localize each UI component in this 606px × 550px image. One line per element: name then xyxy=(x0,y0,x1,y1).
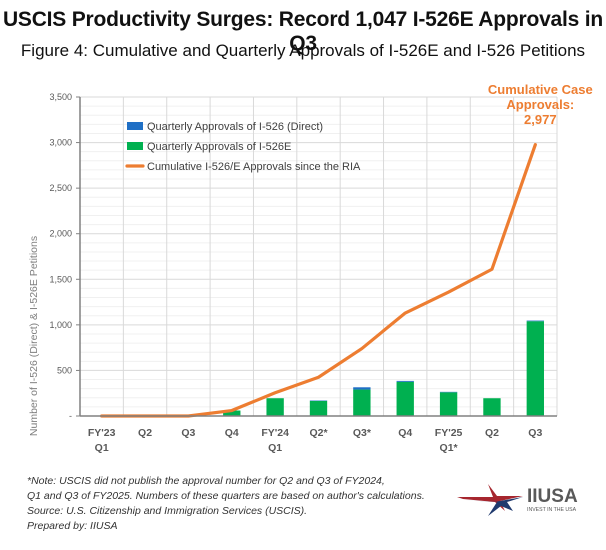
axes xyxy=(76,96,557,417)
bar-i526e xyxy=(483,398,501,416)
legend-label: Quarterly Approvals of I-526E xyxy=(147,141,291,153)
x-tick-label: Q1 xyxy=(95,442,109,454)
legend-label: Cumulative I-526/E Approvals since the R… xyxy=(147,161,361,173)
bar-i526-direct xyxy=(353,387,371,390)
footer-prepared-by: Prepared by: IIUSA xyxy=(27,520,118,532)
x-tick-label: FY'24 xyxy=(261,427,289,439)
y-tick-label: - xyxy=(69,411,72,421)
bar-i526e xyxy=(396,381,414,416)
footer-note: *Note: USCIS did not publish the approva… xyxy=(27,475,385,487)
bar-i526-direct xyxy=(526,320,544,322)
x-tick-label: Q3 xyxy=(181,427,195,439)
logo-name: IIUSA xyxy=(527,486,578,507)
y-tick-label: 2,500 xyxy=(49,183,72,193)
logo-star-red xyxy=(457,484,523,511)
x-tick-label: Q3* xyxy=(353,427,372,439)
chart: - 500 1,000 1,500 2,000 2,500 3,000 3,500 FY'23… xyxy=(28,82,593,454)
annotation-text: Cumulative Case xyxy=(488,82,593,97)
footer-source: Source: U.S. Citizenship and Immigration… xyxy=(27,505,308,517)
y-tick-label: 500 xyxy=(57,365,72,375)
bar-i526e xyxy=(309,400,328,416)
x-tick-label: Q1* xyxy=(440,442,459,454)
x-tick-label: Q3 xyxy=(528,427,542,439)
y-axis-label: Number of I-526 (Direct) & I-526E Petiti… xyxy=(28,236,40,436)
bar-i526-direct xyxy=(396,380,414,382)
x-tick-label: Q2* xyxy=(309,427,328,439)
legend: Quarterly Approvals of I-526 (Direct) Qua… xyxy=(125,121,361,173)
x-tick-label: FY'23 xyxy=(88,427,116,439)
x-tick-labels: FY'23 Q1 Q2 Q3 Q4 FY'24 Q1 Q2* Q3* Q4 FY'25 Q1* Q2 Q3 xyxy=(88,427,543,454)
x-tick-label: Q2 xyxy=(138,427,152,439)
y-tick-label: 1,000 xyxy=(49,320,72,330)
iiusa-logo: IIUSA INVEST IN THE USA xyxy=(457,484,578,516)
annotation-text: Approvals: xyxy=(506,97,574,112)
legend-swatch xyxy=(127,142,143,150)
y-tick-label: 3,000 xyxy=(49,138,72,148)
legend-swatch xyxy=(127,122,143,130)
x-tick-label: Q2 xyxy=(485,427,499,439)
y-tick-label: 3,500 xyxy=(49,92,72,102)
y-tick-label: 1,500 xyxy=(49,274,72,284)
legend-label: Quarterly Approvals of I-526 (Direct) xyxy=(147,121,323,133)
y-tick-label: 2,000 xyxy=(49,229,72,239)
figure-subtitle: Figure 4: Cumulative and Quarterly Appro… xyxy=(20,41,586,60)
bar-i526e xyxy=(439,392,458,416)
bars xyxy=(223,320,544,416)
bar-i526e xyxy=(526,321,544,416)
bar-i526e xyxy=(266,398,284,416)
footer-note: Q1 and Q3 of FY2025. Numbers of these qu… xyxy=(27,490,425,502)
footer-notes: *Note: USCIS did not publish the approva… xyxy=(27,474,425,534)
page-title: USCIS Productivity Surges: Record 1,047 … xyxy=(2,8,604,55)
x-tick-label: Q4 xyxy=(398,427,412,439)
y-tick-labels: - 500 1,000 1,500 2,000 2,500 3,000 3,500 xyxy=(49,92,72,421)
x-tick-label: Q1 xyxy=(268,442,282,454)
bar-i526e xyxy=(223,410,241,416)
x-tick-label: FY'25 xyxy=(435,427,463,439)
logo-tagline: INVEST IN THE USA xyxy=(527,507,577,513)
grid xyxy=(80,96,558,416)
annotation-text: 2,977 xyxy=(524,112,557,127)
x-tick-label: Q4 xyxy=(225,427,239,439)
bar-i526e xyxy=(353,389,371,416)
